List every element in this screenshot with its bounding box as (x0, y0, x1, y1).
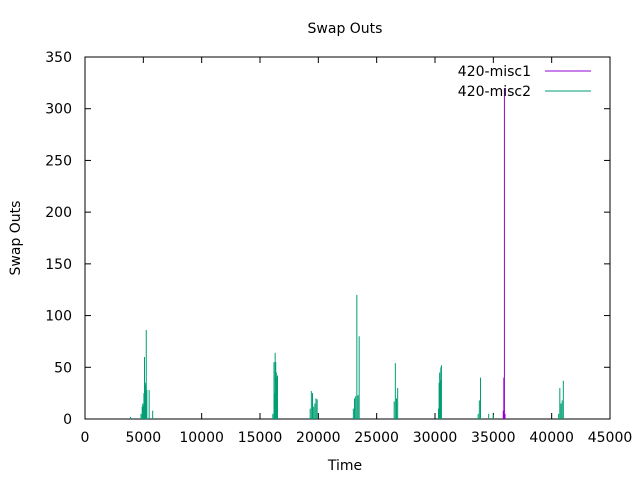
series-420-misc1 (502, 88, 506, 419)
plot-axes: 0 5000 10000 15000 20000 25000 30000 35000 40000… (45, 50, 632, 446)
plot-frame (84, 56, 611, 420)
x-tick-label: 5000 (126, 430, 162, 446)
y-tick-label: 300 (45, 102, 72, 118)
legend: 420-misc1 420-misc2 (458, 64, 591, 100)
y-tick-label: 50 (54, 360, 72, 376)
series-420-misc2 (130, 294, 564, 419)
x-tick-label: 20000 (296, 430, 341, 446)
y-axis-label: Swap Outs (8, 201, 24, 276)
x-tick-label: 35000 (471, 430, 516, 446)
legend-label: 420-misc2 (458, 84, 531, 100)
y-tick-label: 250 (45, 153, 72, 169)
y-tick-label: 150 (45, 257, 72, 273)
y-tick-label: 0 (63, 412, 72, 428)
y-tick-label: 200 (45, 205, 72, 221)
chart-title: Swap Outs (308, 21, 383, 37)
legend-label: 420-misc1 (458, 64, 531, 80)
y-tick-label: 350 (45, 50, 72, 66)
x-tick-label: 40000 (529, 430, 574, 446)
series-layer (130, 88, 564, 419)
x-tick-label: 0 (81, 430, 90, 446)
x-tick-label: 45000 (588, 430, 633, 446)
x-tick-label: 30000 (413, 430, 458, 446)
x-axis-label: Time (327, 458, 362, 474)
x-tick-label: 10000 (179, 430, 224, 446)
y-tick-label: 100 (45, 309, 72, 325)
x-tick-label: 25000 (354, 430, 399, 446)
x-tick-label: 15000 (238, 430, 283, 446)
